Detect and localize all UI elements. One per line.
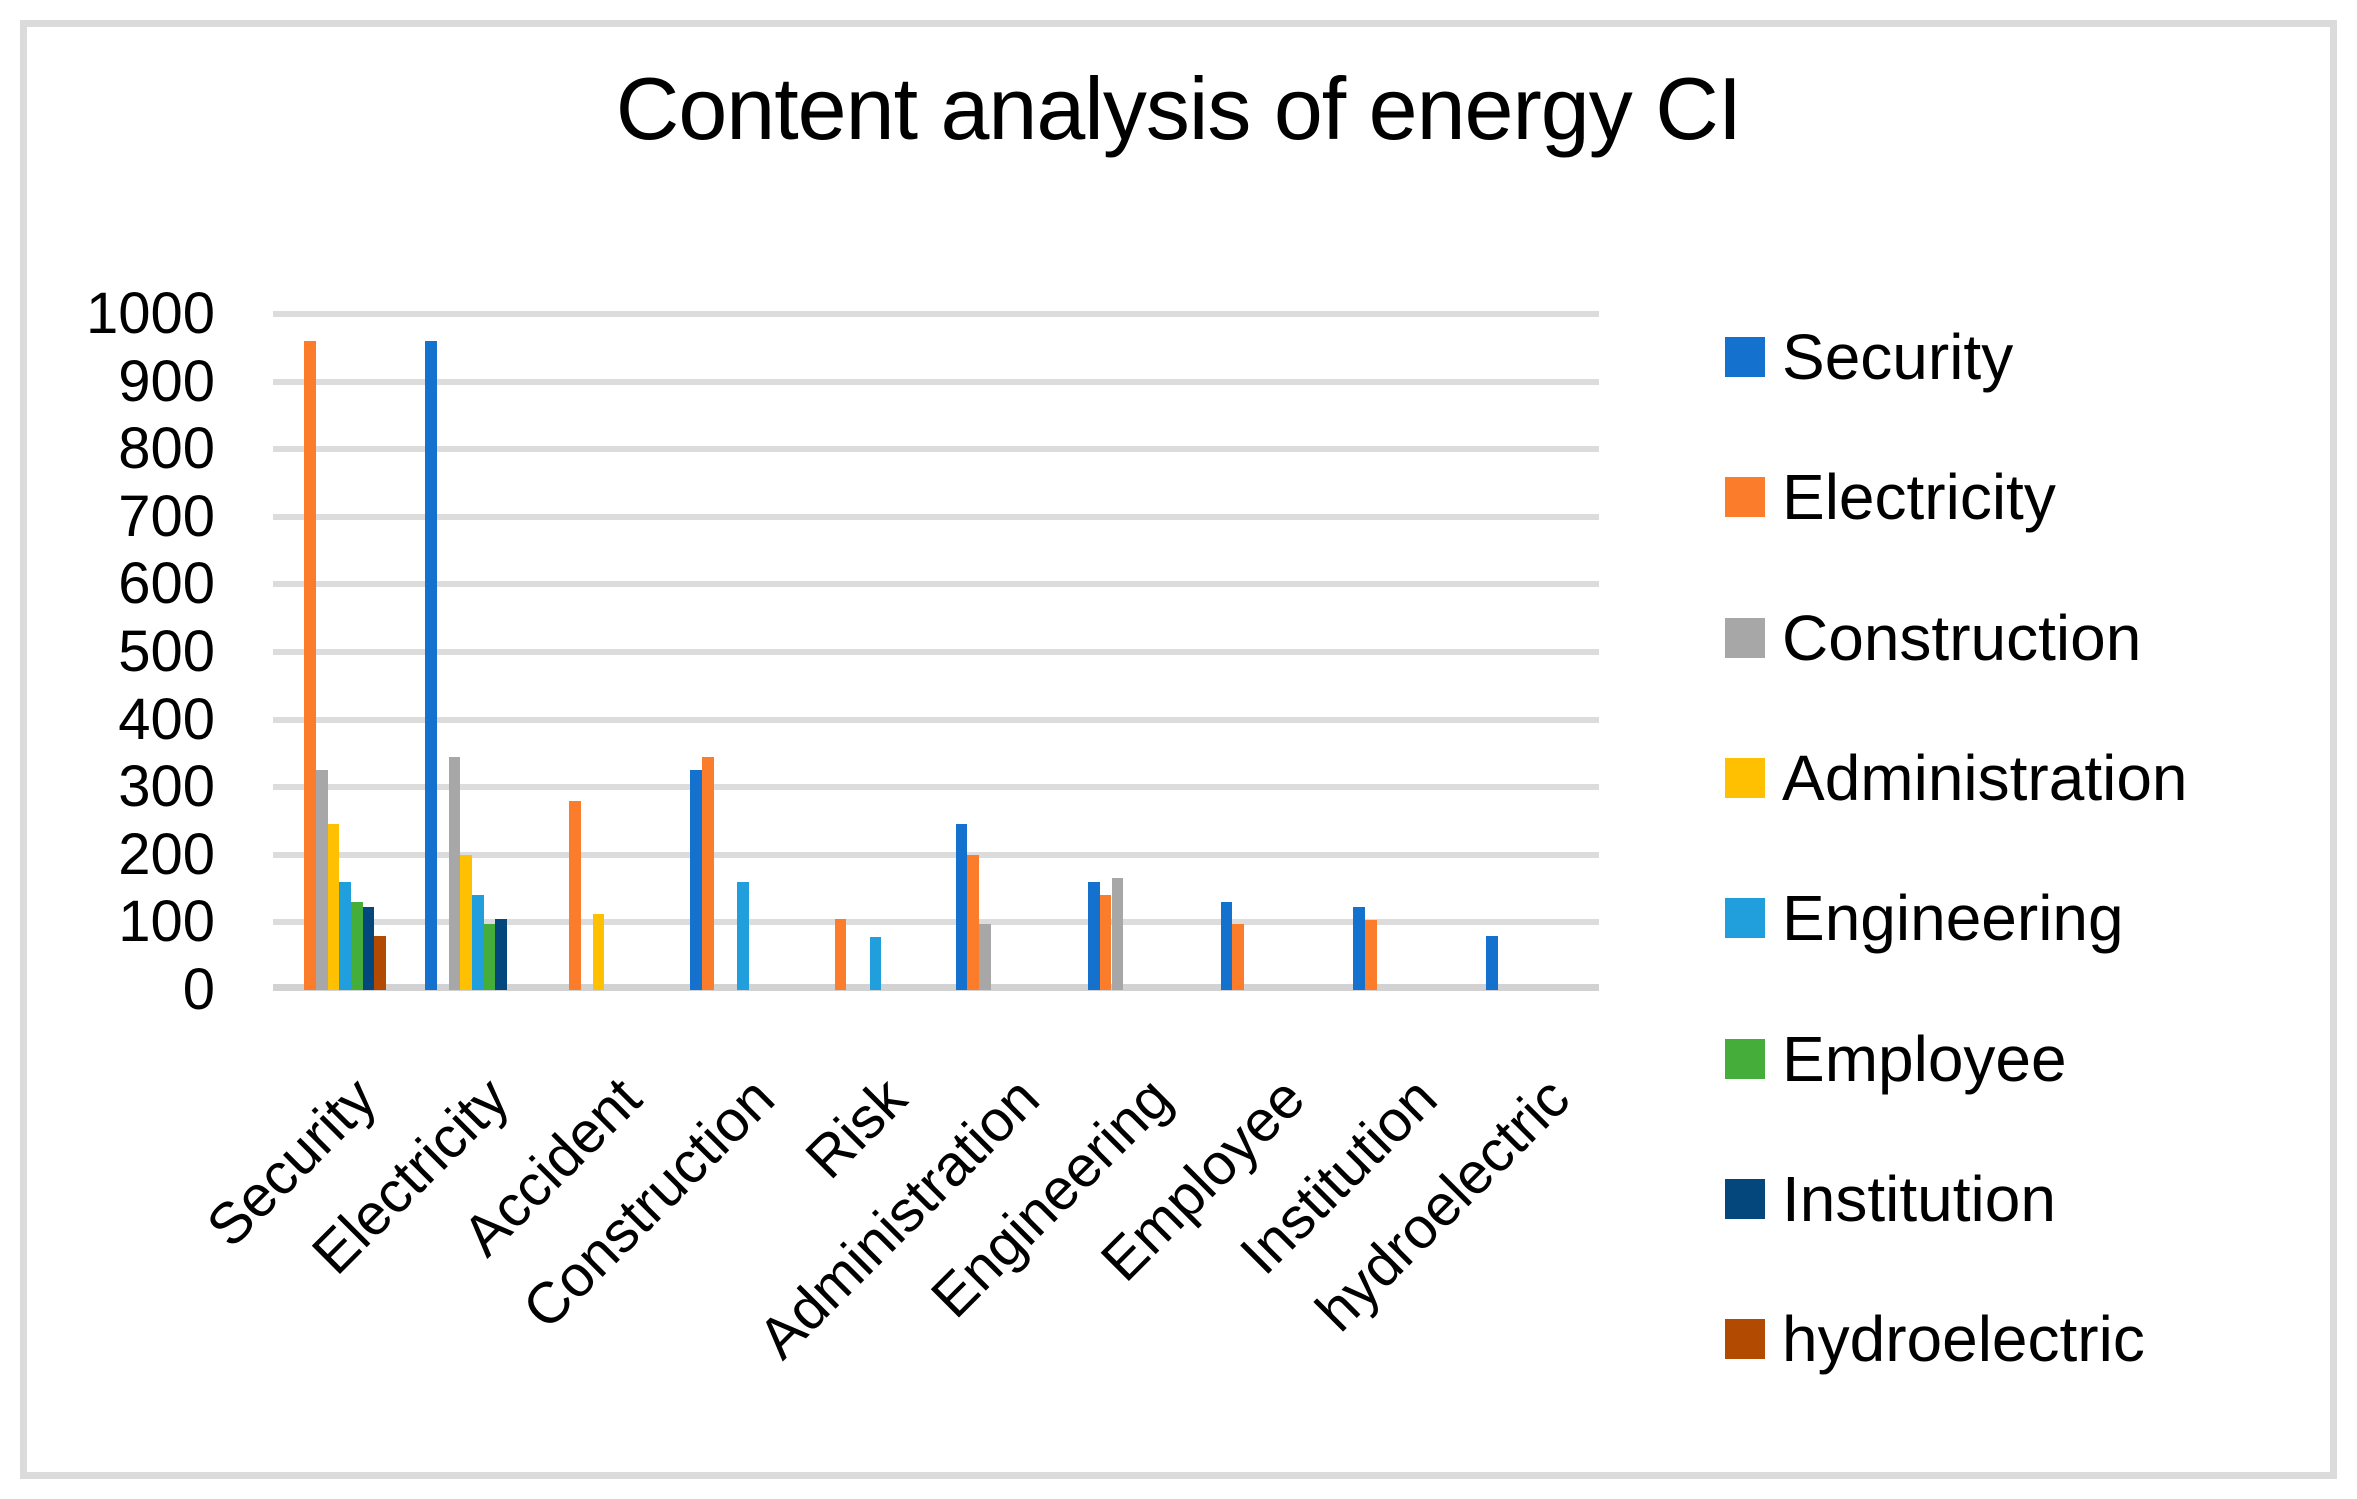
bar-electricity-in-risk <box>834 919 847 990</box>
bar-electricity-in-employee <box>1232 924 1245 990</box>
legend-label: Electricity <box>1782 461 2056 534</box>
legend-swatch-administration <box>1725 757 1765 798</box>
gridline <box>273 513 1599 520</box>
bar-engineering-in-security <box>339 881 351 990</box>
legend-swatch-construction <box>1725 617 1765 658</box>
gridline <box>273 311 1599 317</box>
gridline <box>273 378 1599 385</box>
y-tick-label: 500 <box>118 619 215 684</box>
bar-security-in-hydroelectric <box>1485 935 1498 990</box>
bar-institution-in-electricity <box>495 919 507 990</box>
bar-construction-in-engineering <box>1111 878 1124 990</box>
legend-swatch-electricity <box>1725 477 1765 518</box>
y-tick-label: 0 <box>182 957 215 1022</box>
gridline <box>273 581 1599 588</box>
y-tick-label: 300 <box>118 754 215 820</box>
legend-item-engineering: Engineering <box>1725 878 2124 958</box>
bar-engineering-in-construction <box>737 881 749 990</box>
bar-administration-in-accident <box>592 913 605 990</box>
legend-swatch-hydroelectric <box>1725 1319 1765 1360</box>
bar-electricity-in-security <box>304 341 316 990</box>
gridline <box>273 446 1599 453</box>
legend-item-electricity: Electricity <box>1725 457 2056 537</box>
y-tick-label: 800 <box>118 416 215 482</box>
legend-swatch-security <box>1725 337 1765 377</box>
bar-security-in-engineering <box>1088 881 1100 990</box>
bar-security-in-administration <box>955 824 968 990</box>
bar-electricity-in-construction <box>702 756 714 990</box>
bar-institution-in-security <box>362 906 375 990</box>
legend-item-hydroelectric: hydroelectric <box>1725 1299 2145 1379</box>
gridline <box>273 919 1599 926</box>
legend-swatch-engineering <box>1725 898 1765 939</box>
legend-swatch-institution <box>1725 1178 1765 1219</box>
gridline <box>273 784 1599 791</box>
y-tick-label: 600 <box>118 551 215 617</box>
gridline <box>273 851 1599 858</box>
y-tick-label: 1000 <box>85 281 215 346</box>
bar-security-in-employee <box>1220 902 1233 990</box>
bar-construction-in-administration <box>978 924 991 990</box>
y-tick-label: 100 <box>118 889 215 955</box>
bar-hydroelectric-in-security <box>374 935 387 990</box>
legend-label: Security <box>1782 321 2014 393</box>
bar-engineering-in-risk <box>869 937 882 990</box>
y-tick-label: 700 <box>118 483 215 549</box>
legend-label: hydroelectric <box>1782 1303 2145 1376</box>
bar-electricity-in-accident <box>569 800 582 990</box>
bar-electricity-in-engineering <box>1099 895 1112 990</box>
legend-label: Employee <box>1782 1022 2067 1095</box>
bar-administration-in-security <box>327 824 340 990</box>
bar-administration-in-electricity <box>460 854 472 990</box>
bar-security-in-construction <box>690 770 702 990</box>
y-tick-label: 200 <box>118 821 215 887</box>
bar-construction-in-electricity <box>448 756 461 990</box>
legend-label: Institution <box>1782 1162 2056 1235</box>
y-tick-label: 900 <box>118 348 215 414</box>
figure-border <box>20 20 2337 1479</box>
legend-label: Engineering <box>1782 882 2124 955</box>
bar-employee-in-electricity <box>483 924 496 990</box>
bar-security-in-institution <box>1353 906 1365 990</box>
gridline <box>273 649 1599 655</box>
x-axis-line <box>273 984 1599 991</box>
bar-security-in-electricity <box>425 341 437 990</box>
bar-construction-in-security <box>315 770 328 990</box>
bar-electricity-in-institution <box>1365 920 1377 990</box>
legend-item-administration: Administration <box>1725 738 2188 818</box>
bar-employee-in-security <box>351 902 363 990</box>
legend-item-security: Security <box>1725 317 2013 397</box>
legend-item-construction: Construction <box>1725 598 2141 678</box>
bar-engineering-in-electricity <box>471 895 484 990</box>
legend-label: Administration <box>1782 741 2188 814</box>
legend-item-institution: Institution <box>1725 1159 2056 1239</box>
gridline <box>273 716 1599 723</box>
bar-electricity-in-administration <box>967 854 979 990</box>
legend-item-employee: Employee <box>1725 1019 2067 1099</box>
chart-title: Content analysis of energy CI <box>615 59 1742 158</box>
y-tick-label: 400 <box>118 686 215 752</box>
legend-label: Construction <box>1782 601 2142 674</box>
legend-swatch-employee <box>1725 1038 1765 1079</box>
